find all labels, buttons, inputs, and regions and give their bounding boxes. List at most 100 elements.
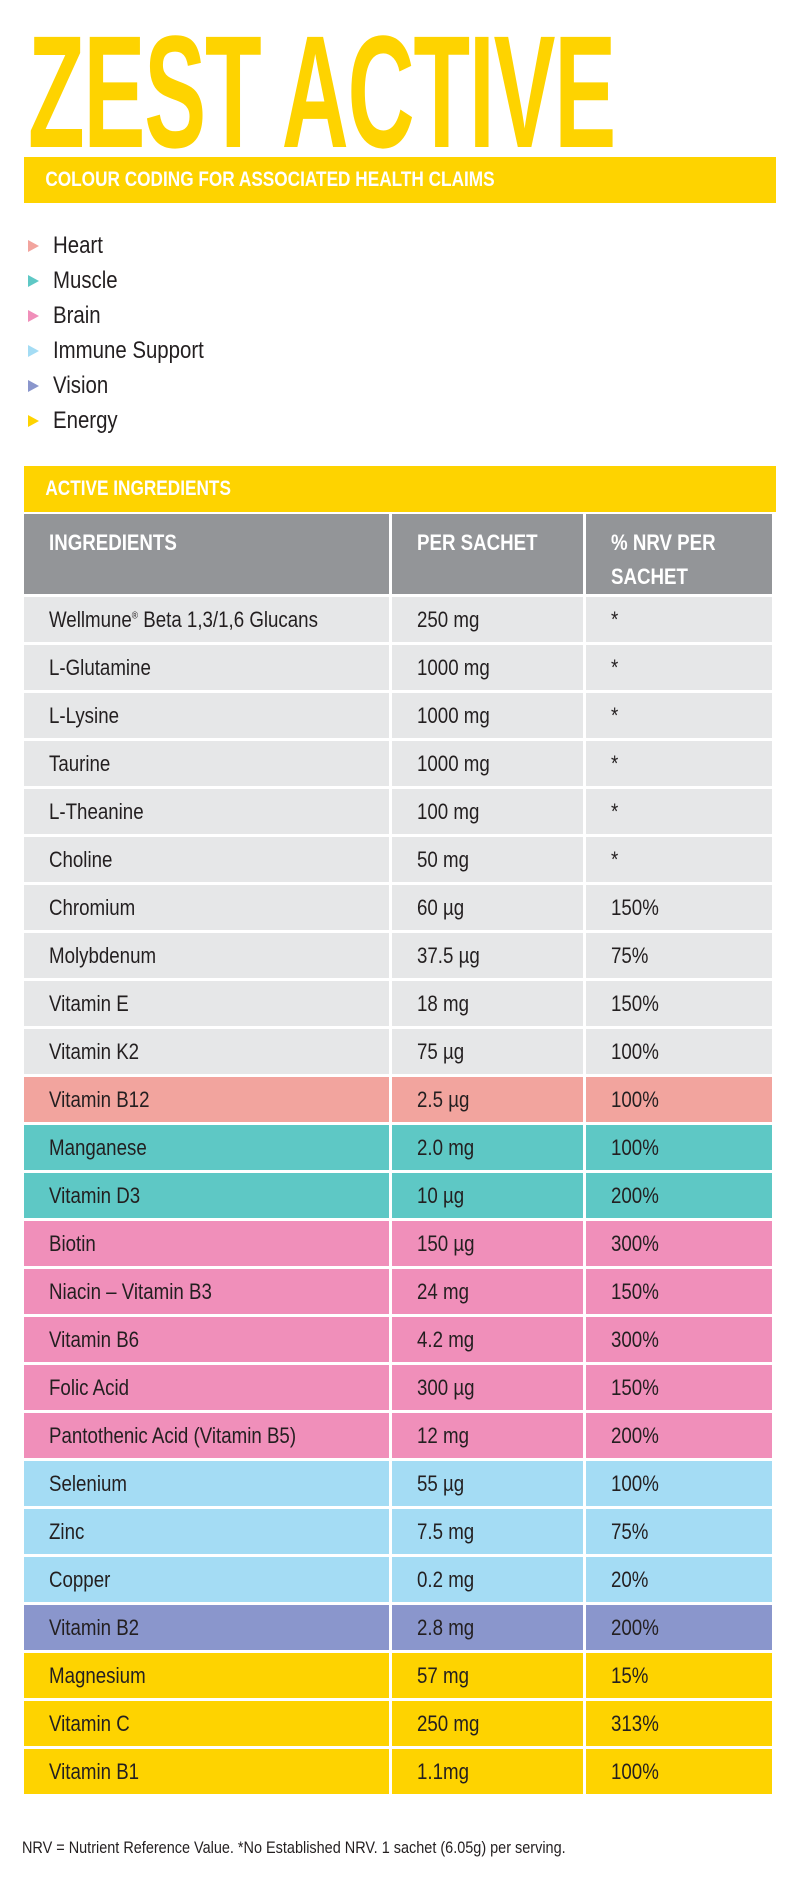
nrv-cell: 100% [586,1749,772,1794]
ingredient-name: Selenium [49,1471,127,1497]
ingredient-name-text: Pantothenic Acid (Vitamin B5) [49,1422,297,1448]
nrv-value: 100% [611,1038,659,1064]
per-sachet-cell: 100 mg [392,789,583,834]
per-sachet-value: 60 µg [417,894,465,920]
ingredient-name-cell: Folic Acid [24,1365,389,1410]
per-sachet-value: 1.1mg [417,1758,469,1784]
nrv-cell: 200% [586,1605,772,1650]
ingredient-name-cell: Vitamin E [24,981,389,1026]
nrv-cell: 150% [586,885,772,930]
nrv-value: 300% [611,1326,659,1352]
table-row: Selenium 55 µg 100% [24,1461,772,1506]
per-sachet-cell: 75 µg [392,1029,583,1074]
ingredient-name-cell: Manganese [24,1125,389,1170]
nrv-cell: 75% [586,1509,772,1554]
triangle-bullet-icon [28,239,39,252]
ingredient-name-rest: Beta 1,3/1,6 Glucans [138,606,318,632]
ingredient-name: Vitamin K2 [49,1039,139,1065]
per-sachet-value: 18 mg [417,990,469,1016]
ingredient-name: Vitamin B6 [49,1327,139,1353]
nrv-cell: 100% [586,1125,772,1170]
ingredient-name-text: Choline [49,846,113,872]
ingredient-name-text: Vitamin K2 [49,1038,140,1064]
table-row: Molybdenum 37.5 µg 75% [24,933,772,978]
ingredient-name-text: L-Lysine [49,702,119,728]
ingredient-name: Niacin – Vitamin B3 [49,1279,212,1305]
table-row: Chromium 60 µg 150% [24,885,772,930]
ingredient-name-cell: Pantothenic Acid (Vitamin B5) [24,1413,389,1458]
per-sachet-value: 2.5 µg [417,1086,470,1112]
nrv-cell: 313% [586,1701,772,1746]
table-row: Pantothenic Acid (Vitamin B5) 12 mg 200% [24,1413,772,1458]
table-row: Vitamin B6 4.2 mg 300% [24,1317,772,1362]
legend-label: Vision [53,372,109,399]
ingredient-name-text: Wellmune [49,606,132,632]
table-row: L-Glutamine 1000 mg * [24,645,772,690]
table-row: Vitamin C 250 mg 313% [24,1701,772,1746]
table-row: Vitamin B2 2.8 mg 200% [24,1605,772,1650]
per-sachet-cell: 0.2 mg [392,1557,583,1602]
column-header-ingredients: INGREDIENTS [24,514,389,594]
ingredient-name-cell: Vitamin K2 [24,1029,389,1074]
per-sachet-cell: 50 mg [392,837,583,882]
nrv-cell: * [586,645,772,690]
triangle-bullet-icon [28,309,39,322]
per-sachet-cell: 2.8 mg [392,1605,583,1650]
per-sachet-cell: 60 µg [392,885,583,930]
nrv-value: 150% [611,1374,659,1400]
per-sachet-cell: 12 mg [392,1413,583,1458]
nrv-value: 100% [611,1086,659,1112]
ingredient-name-text: Biotin [49,1230,96,1256]
ingredient-name-cell: Wellmune® Beta 1,3/1,6 Glucans [24,597,389,642]
ingredient-name: Zinc [49,1519,84,1545]
ingredient-name-text: Vitamin B1 [49,1758,140,1784]
ingredient-name-cell: Niacin – Vitamin B3 [24,1269,389,1314]
column-header-per-sachet: PER SACHET [392,514,583,594]
per-sachet-value: 55 µg [417,1470,465,1496]
per-sachet-cell: 250 mg [392,597,583,642]
nrv-cell: * [586,789,772,834]
table-row: Vitamin K2 75 µg 100% [24,1029,772,1074]
ingredient-name-cell: Vitamin B1 [24,1749,389,1794]
per-sachet-value: 75 µg [417,1038,465,1064]
per-sachet-cell: 1000 mg [392,645,583,690]
footnote: NRV = Nutrient Reference Value. *No Esta… [22,1838,566,1857]
ingredient-name: L-Glutamine [49,655,151,681]
legend-label: Heart [53,232,103,259]
colour-legend: Heart Muscle Brain Immune Support Vision Ener… [28,228,230,438]
nrv-value: 150% [611,894,659,920]
table-row: Vitamin B12 2.5 µg 100% [24,1077,772,1122]
ingredient-name: Manganese [49,1135,147,1161]
per-sachet-cell: 300 µg [392,1365,583,1410]
per-sachet-value: 2.8 mg [417,1614,475,1640]
ingredient-name-cell: Vitamin B12 [24,1077,389,1122]
legend-label: Energy [53,407,118,434]
ingredients-table: INGREDIENTS PER SACHET % NRV PER SACHET … [21,511,775,1797]
per-sachet-cell: 55 µg [392,1461,583,1506]
page-title: ZEST ACTIVE [28,2,616,181]
nrv-cell: 300% [586,1221,772,1266]
nrv-cell: 300% [586,1317,772,1362]
table-row: Zinc 7.5 mg 75% [24,1509,772,1554]
per-sachet-value: 250 mg [417,606,480,632]
per-sachet-cell: 2.5 µg [392,1077,583,1122]
nrv-value: 200% [611,1614,659,1640]
legend-label: Brain [53,302,101,329]
nrv-value: 15% [611,1662,649,1688]
ingredient-name-text: Vitamin D3 [49,1182,141,1208]
legend-item: Vision [28,368,230,403]
ingredient-name-text: Selenium [49,1470,127,1496]
ingredient-name-text: Folic Acid [49,1374,130,1400]
legend-item: Energy [28,403,230,438]
per-sachet-value: 50 mg [417,846,469,872]
ingredient-name: L-Theanine [49,799,144,825]
triangle-bullet-icon [28,379,39,392]
nrv-cell: * [586,837,772,882]
ingredient-name-cell: Copper [24,1557,389,1602]
ingredient-name-text: Chromium [49,894,136,920]
ingredient-name-text: Magnesium [49,1662,146,1688]
per-sachet-cell: 150 µg [392,1221,583,1266]
ingredient-name-cell: Vitamin C [24,1701,389,1746]
ingredient-name-cell: Zinc [24,1509,389,1554]
per-sachet-cell: 37.5 µg [392,933,583,978]
